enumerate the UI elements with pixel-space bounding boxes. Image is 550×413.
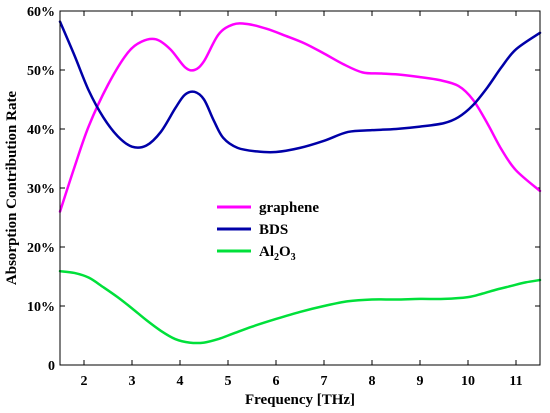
y-tick-label: 20% <box>27 241 55 256</box>
x-axis-label: Frequency [THz] <box>245 392 355 408</box>
legend-label-graphene: graphene <box>259 200 319 216</box>
legend-label-al2o3: Al2O3 <box>259 244 296 263</box>
y-tick-label: 40% <box>27 123 55 138</box>
x-tick-label: 5 <box>225 374 232 389</box>
y-tick-label: 30% <box>27 182 55 197</box>
plot-frame <box>59 10 541 366</box>
series-line-al2o3 <box>58 269 542 345</box>
x-tick-label: 2 <box>81 374 88 389</box>
plot-area <box>60 11 540 365</box>
x-axis-ticks: 2 3 4 5 6 7 8 9 10 11 <box>81 11 523 389</box>
y-tick-label: 0 <box>48 359 55 374</box>
x-tick-label: 6 <box>273 374 280 389</box>
x-tick-label: 3 <box>129 374 136 389</box>
x-tick-label: 11 <box>509 374 522 389</box>
y-tick-label: 60% <box>27 5 55 20</box>
x-tick-label: 4 <box>177 374 184 389</box>
legend-label-al2o3-o: O <box>279 244 291 260</box>
x-tick-label: 10 <box>461 374 475 389</box>
y-tick-label: 50% <box>27 64 55 79</box>
y-axis-ticks: 0 10% 20% 30% 40% 50% 60% <box>27 5 540 374</box>
series-line-graphene <box>58 22 542 213</box>
x-tick-label: 9 <box>417 374 424 389</box>
y-axis-label: Absorption Contribution Rate <box>4 91 20 286</box>
legend-label-al2o3-al: Al <box>259 244 274 260</box>
legend: graphene BDS Al2O3 <box>217 200 319 263</box>
x-tick-label: 8 <box>369 374 376 389</box>
legend-label-al2o3-sub2: 3 <box>291 252 296 263</box>
y-tick-label: 10% <box>27 300 55 315</box>
legend-label-al2o3-sub1: 2 <box>274 252 279 263</box>
series-line-bds <box>58 20 542 154</box>
legend-label-bds: BDS <box>259 222 288 238</box>
x-tick-label: 7 <box>321 374 328 389</box>
series-layer <box>58 20 542 345</box>
